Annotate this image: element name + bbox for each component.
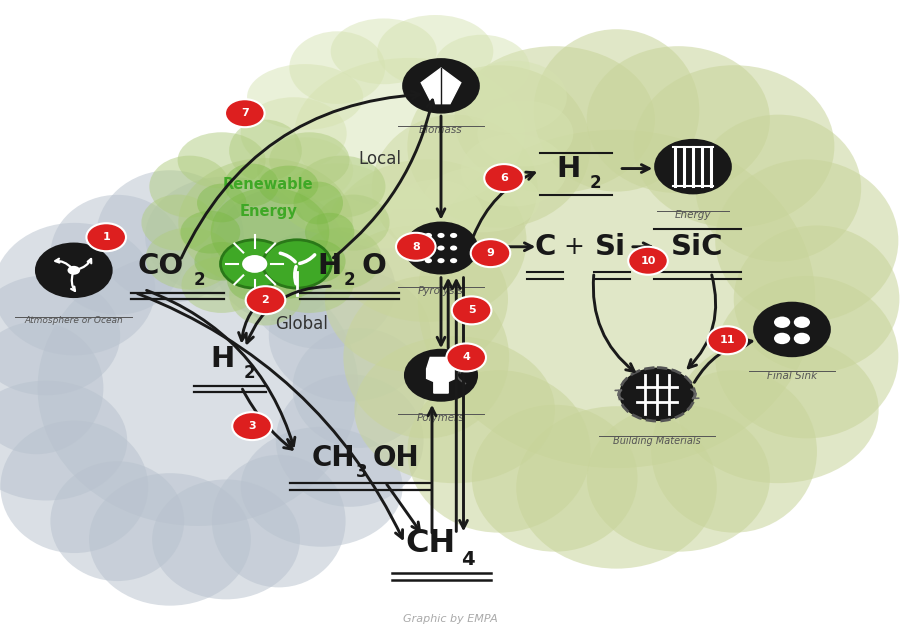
Text: Global: Global: [275, 315, 328, 333]
Text: 2: 2: [194, 271, 205, 289]
Text: 2: 2: [590, 174, 601, 191]
Text: 7: 7: [241, 108, 248, 118]
Circle shape: [232, 412, 272, 440]
Text: H: H: [557, 155, 580, 183]
Circle shape: [220, 240, 289, 288]
Text: Energy: Energy: [239, 204, 297, 219]
Text: Renewable: Renewable: [223, 177, 313, 192]
Circle shape: [628, 247, 668, 275]
Circle shape: [405, 350, 477, 401]
Circle shape: [450, 258, 457, 263]
Circle shape: [263, 240, 331, 288]
Circle shape: [774, 333, 790, 344]
Circle shape: [452, 296, 491, 324]
Circle shape: [471, 239, 510, 267]
Circle shape: [242, 255, 267, 273]
Polygon shape: [427, 357, 455, 393]
Text: 10: 10: [640, 256, 656, 266]
Circle shape: [36, 244, 112, 297]
Circle shape: [68, 266, 80, 275]
Text: H: H: [211, 345, 234, 373]
Text: Final Sink: Final Sink: [767, 371, 817, 381]
Text: 3: 3: [356, 463, 367, 481]
Circle shape: [655, 140, 731, 193]
Text: CH: CH: [311, 444, 355, 472]
Text: 1: 1: [103, 232, 110, 242]
Text: 8: 8: [412, 242, 419, 252]
Circle shape: [403, 59, 479, 113]
Circle shape: [425, 258, 432, 263]
Circle shape: [405, 223, 477, 273]
Text: Local: Local: [358, 150, 401, 168]
Text: Polymers: Polymers: [417, 413, 465, 424]
Text: 2: 2: [344, 271, 355, 289]
Circle shape: [425, 233, 432, 238]
Circle shape: [450, 245, 457, 251]
Text: 5: 5: [468, 305, 475, 315]
Text: 4: 4: [461, 550, 475, 569]
Circle shape: [437, 258, 445, 263]
Text: Si: Si: [595, 233, 625, 261]
Text: 2: 2: [262, 295, 269, 305]
Text: CO: CO: [138, 252, 184, 280]
Circle shape: [774, 317, 790, 328]
Circle shape: [425, 245, 432, 251]
Text: CH: CH: [405, 529, 455, 559]
Circle shape: [437, 245, 445, 251]
Circle shape: [707, 326, 747, 354]
Text: 6: 6: [500, 173, 508, 183]
Circle shape: [446, 343, 486, 371]
Polygon shape: [421, 68, 461, 104]
Text: SiC: SiC: [671, 233, 724, 261]
Text: H: H: [318, 252, 341, 280]
Circle shape: [437, 233, 445, 238]
Circle shape: [484, 164, 524, 192]
Circle shape: [450, 233, 457, 238]
Circle shape: [225, 99, 265, 127]
Circle shape: [794, 317, 810, 328]
Circle shape: [396, 233, 436, 261]
Text: 11: 11: [719, 335, 735, 345]
Text: O: O: [362, 252, 387, 280]
Text: 2: 2: [244, 364, 255, 382]
Text: Energy: Energy: [675, 210, 711, 220]
Text: Biomass: Biomass: [419, 125, 463, 135]
Text: Atmosphere or Ocean: Atmosphere or Ocean: [24, 316, 123, 325]
Text: 3: 3: [248, 421, 256, 431]
Text: +: +: [563, 235, 585, 259]
Circle shape: [86, 223, 126, 251]
Text: C: C: [535, 233, 556, 261]
Circle shape: [619, 368, 695, 421]
Text: 9: 9: [487, 248, 494, 258]
Text: 4: 4: [463, 352, 470, 363]
Circle shape: [246, 286, 285, 314]
Text: Graphic by EMPA: Graphic by EMPA: [402, 614, 498, 624]
Text: OH: OH: [373, 444, 419, 472]
Circle shape: [754, 303, 830, 356]
Text: Building Materials: Building Materials: [613, 436, 701, 446]
Circle shape: [794, 333, 810, 344]
Text: Pyrolysis: Pyrolysis: [418, 286, 464, 296]
